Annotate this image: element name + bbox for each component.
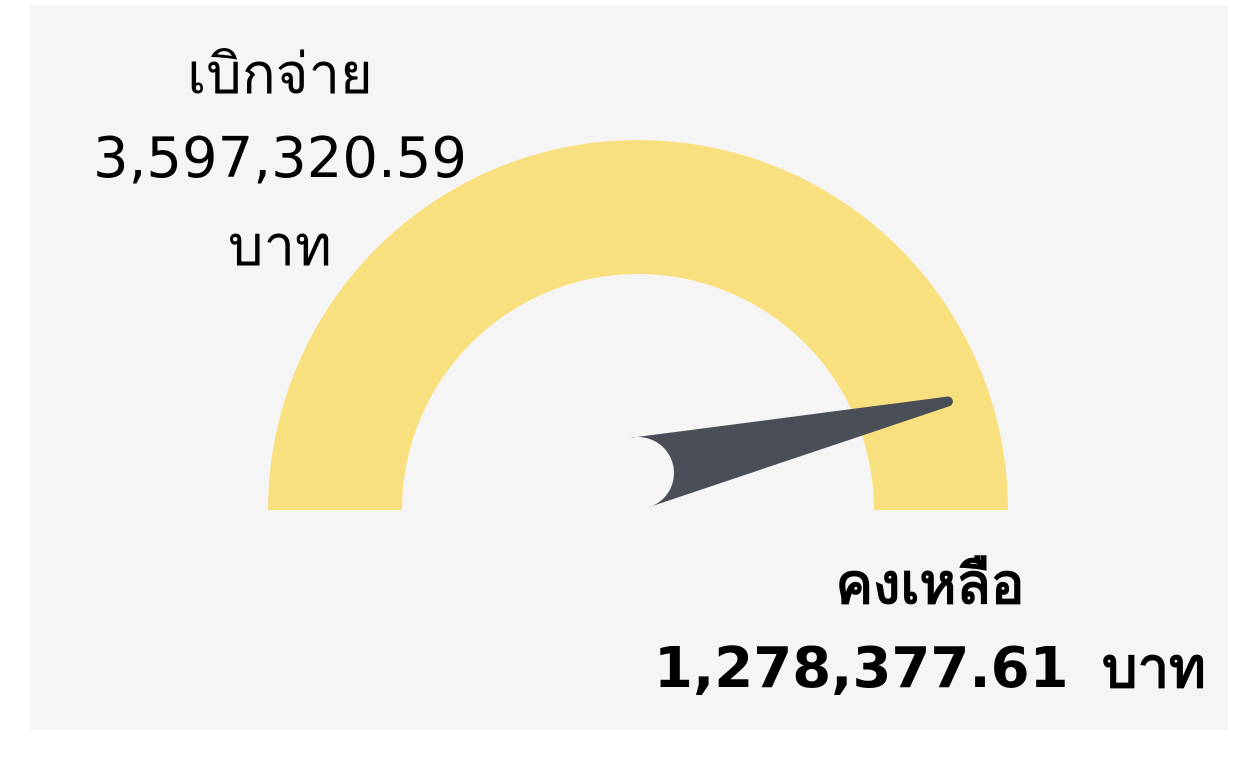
- panel: [30, 5, 1228, 730]
- remaining-value: 1,278,377.61: [654, 636, 1069, 701]
- remaining-label: คงเหลือ: [836, 552, 1025, 617]
- gauge-arc: [268, 140, 1008, 510]
- remaining-unit: บาท: [1102, 636, 1206, 701]
- gauge: [268, 140, 1008, 510]
- spent-unit: บาท: [228, 214, 332, 279]
- remaining-text: 1,278,377.61 บาท: [654, 636, 1206, 701]
- needle: [629, 396, 953, 509]
- spent-value: 3,597,320.59: [93, 126, 467, 191]
- spent-label: เบิกจ่าย: [187, 42, 373, 107]
